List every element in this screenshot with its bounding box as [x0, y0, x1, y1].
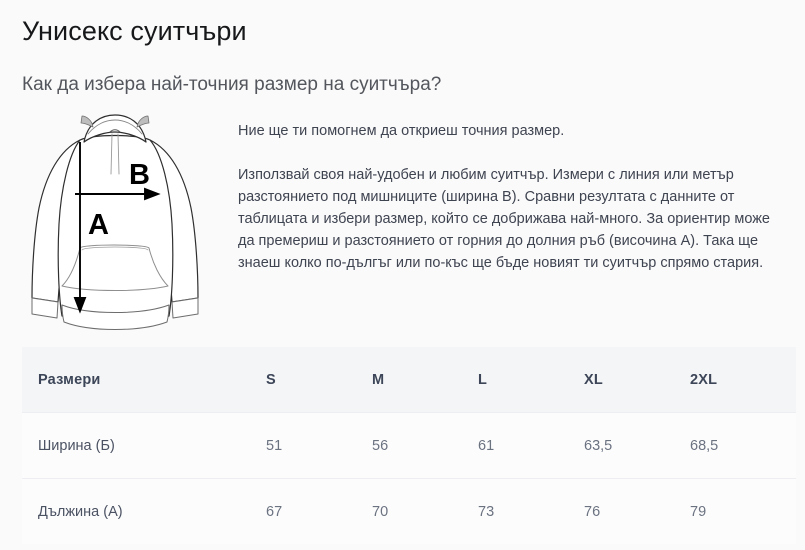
row-label-width: Ширина (Б): [38, 437, 115, 454]
instructions: Ние ще ти помогнем да откриеш точния раз…: [238, 120, 778, 274]
row-label-length: Дължина (А): [38, 503, 123, 520]
cell-length-m: 70: [372, 503, 389, 520]
table-body: Ширина (Б) 51 56 61 63,5 68,5 Дължина (А…: [22, 412, 796, 544]
cell-width-xl: 63,5: [584, 437, 613, 454]
cell-width-2xl: 68,5: [690, 437, 719, 454]
cell-length-s: 67: [266, 503, 283, 520]
page-subtitle: Как да избера най-точния размер на суитч…: [22, 74, 442, 95]
size-table: Размери S M L XL 2XL Ширина (Б) 51 56 61…: [22, 347, 796, 544]
table-row: Дължина (А) 67 70 73 76 79: [22, 478, 796, 544]
column-header-sizes: Размери: [38, 371, 101, 388]
table-header-row: Размери S M L XL 2XL: [22, 347, 796, 413]
column-header-m: M: [372, 371, 385, 388]
intro-body: Използвай своя най-удобен и любим суитчъ…: [238, 167, 770, 271]
hoodie-measurement-diagram: A B: [22, 112, 212, 342]
cell-length-2xl: 79: [690, 503, 707, 520]
cell-width-s: 51: [266, 437, 283, 454]
cell-width-m: 56: [372, 437, 389, 454]
cell-length-l: 73: [478, 503, 495, 520]
table-row: Ширина (Б) 51 56 61 63,5 68,5: [22, 412, 796, 479]
cell-width-l: 61: [478, 437, 495, 454]
column-header-2xl: 2XL: [690, 371, 718, 388]
column-header-l: L: [478, 371, 488, 388]
table-header: Размери S M L XL 2XL: [22, 347, 796, 413]
page-title: Унисекс суитчъри: [22, 16, 247, 46]
column-header-xl: XL: [584, 371, 603, 388]
width-label-B: B: [129, 159, 150, 191]
column-header-s: S: [266, 371, 276, 388]
intro-lead: Ние ще ти помогнем да откриеш точния раз…: [238, 123, 565, 139]
height-label-A: A: [88, 209, 109, 241]
cell-length-xl: 76: [584, 503, 601, 520]
